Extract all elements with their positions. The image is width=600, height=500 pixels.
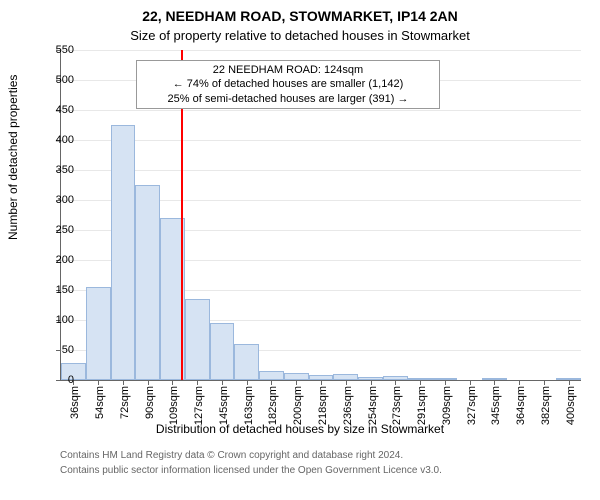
y-tick-label: 200 bbox=[44, 254, 74, 266]
x-tick-label: 236sqm bbox=[342, 386, 354, 425]
y-tick-label: 50 bbox=[44, 344, 74, 356]
x-tick-mark bbox=[445, 380, 446, 385]
histogram-bar bbox=[86, 287, 111, 380]
gridline bbox=[61, 140, 581, 141]
x-tick-label: 163sqm bbox=[243, 386, 255, 425]
x-tick-mark bbox=[197, 380, 198, 385]
x-tick-label: 127sqm bbox=[193, 386, 205, 425]
x-tick-mark bbox=[371, 380, 372, 385]
histogram-bar bbox=[259, 371, 284, 380]
x-tick-mark bbox=[296, 380, 297, 385]
chart-title-line1: 22, NEEDHAM ROAD, STOWMARKET, IP14 2AN bbox=[0, 8, 600, 24]
x-tick-label: 327sqm bbox=[466, 386, 478, 425]
x-tick-label: 273sqm bbox=[391, 386, 403, 425]
y-tick-label: 450 bbox=[44, 104, 74, 116]
x-tick-mark bbox=[321, 380, 322, 385]
y-tick-label: 300 bbox=[44, 194, 74, 206]
footer-line2: Contains public sector information licen… bbox=[60, 465, 442, 476]
x-tick-label: 182sqm bbox=[267, 386, 279, 425]
x-tick-label: 72sqm bbox=[119, 386, 131, 419]
x-tick-label: 218sqm bbox=[317, 386, 329, 425]
y-tick-label: 400 bbox=[44, 134, 74, 146]
x-tick-mark bbox=[123, 380, 124, 385]
gridline bbox=[61, 50, 581, 51]
x-tick-label: 90sqm bbox=[144, 386, 156, 419]
y-tick-label: 550 bbox=[44, 44, 74, 56]
x-tick-label: 364sqm bbox=[515, 386, 527, 425]
x-tick-label: 382sqm bbox=[540, 386, 552, 425]
x-axis-label: Distribution of detached houses by size … bbox=[0, 422, 600, 436]
annotation-line2: ← 74% of detached houses are smaller (1,… bbox=[143, 77, 433, 91]
x-tick-label: 36sqm bbox=[69, 386, 81, 419]
y-axis-label: Number of detached properties bbox=[6, 75, 20, 240]
x-tick-label: 145sqm bbox=[218, 386, 230, 425]
y-tick-label: 350 bbox=[44, 164, 74, 176]
x-tick-label: 254sqm bbox=[367, 386, 379, 425]
plot-area: 36sqm54sqm72sqm90sqm109sqm127sqm145sqm16… bbox=[60, 50, 581, 381]
x-tick-label: 400sqm bbox=[565, 386, 577, 425]
histogram-bar bbox=[210, 323, 235, 380]
x-tick-mark bbox=[346, 380, 347, 385]
x-tick-label: 54sqm bbox=[94, 386, 106, 419]
y-tick-label: 150 bbox=[44, 284, 74, 296]
x-tick-label: 309sqm bbox=[441, 386, 453, 425]
y-tick-label: 250 bbox=[44, 224, 74, 236]
x-tick-mark bbox=[494, 380, 495, 385]
annotation-line1: 22 NEEDHAM ROAD: 124sqm bbox=[143, 63, 433, 77]
histogram-bar bbox=[111, 125, 136, 380]
y-tick-label: 100 bbox=[44, 314, 74, 326]
x-tick-label: 200sqm bbox=[292, 386, 304, 425]
x-tick-mark bbox=[247, 380, 248, 385]
gridline bbox=[61, 170, 581, 171]
annotation-line3: 25% of semi-detached houses are larger (… bbox=[143, 92, 433, 106]
gridline bbox=[61, 110, 581, 111]
x-tick-mark bbox=[395, 380, 396, 385]
chart-title-line2: Size of property relative to detached ho… bbox=[0, 28, 600, 43]
annotation-box: 22 NEEDHAM ROAD: 124sqm← 74% of detached… bbox=[136, 60, 440, 109]
x-tick-mark bbox=[420, 380, 421, 385]
histogram-bar bbox=[284, 373, 309, 380]
histogram-bar bbox=[135, 185, 160, 380]
histogram-bar bbox=[185, 299, 210, 380]
x-tick-mark bbox=[98, 380, 99, 385]
x-tick-mark bbox=[544, 380, 545, 385]
histogram-bar bbox=[234, 344, 259, 380]
y-tick-label: 500 bbox=[44, 74, 74, 86]
x-tick-label: 291sqm bbox=[416, 386, 428, 425]
x-tick-mark bbox=[271, 380, 272, 385]
x-tick-label: 345sqm bbox=[490, 386, 502, 425]
chart-container: 22, NEEDHAM ROAD, STOWMARKET, IP14 2AN S… bbox=[0, 0, 600, 500]
x-tick-label: 109sqm bbox=[168, 386, 180, 425]
x-tick-mark bbox=[172, 380, 173, 385]
x-tick-mark bbox=[148, 380, 149, 385]
x-tick-mark bbox=[519, 380, 520, 385]
footer-line1: Contains HM Land Registry data © Crown c… bbox=[60, 450, 403, 461]
x-tick-mark bbox=[222, 380, 223, 385]
x-tick-mark bbox=[470, 380, 471, 385]
x-tick-mark bbox=[569, 380, 570, 385]
y-tick-label: 0 bbox=[44, 374, 74, 386]
